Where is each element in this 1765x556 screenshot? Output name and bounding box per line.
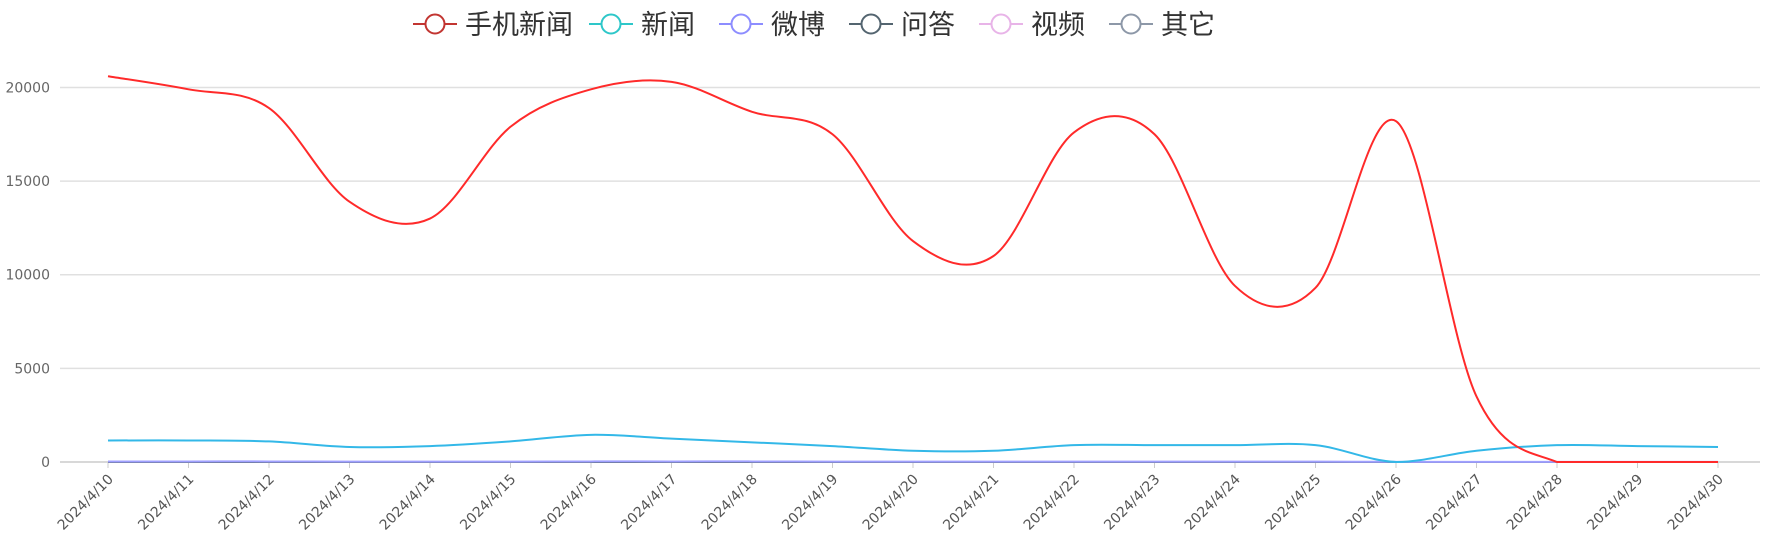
x-tick-label: 2024/4/13 [296,472,358,534]
x-tick-label: 2024/4/10 [55,472,117,534]
x-tick-label: 2024/4/30 [1665,472,1727,534]
legend-marker-icon [600,13,622,35]
series-line [107,75,1718,464]
legend-item[interactable]: 新闻 [589,10,695,41]
series-lines [107,75,1719,464]
legend-label: 其它 [1161,10,1215,41]
x-tick-label: 2024/4/21 [940,472,1002,534]
x-tick-label: 2024/4/24 [1182,471,1244,533]
legend-label: 问答 [901,10,955,41]
legend[interactable]: 手机新闻 新闻 微博 问答 视频 其它 [413,10,1215,41]
legend-label: 视频 [1031,10,1085,41]
x-tick-label: 2024/4/19 [779,472,841,534]
y-tick-label: 20000 [5,80,50,96]
axes: 0 5000 10000 15000 20000 2024/4/10 2024/4/11 20… [5,80,1726,533]
x-tick-label: 2024/4/22 [1021,472,1083,534]
y-tick-label: 0 [41,455,50,471]
series-1 [107,75,1719,464]
x-tick-label: 2024/4/27 [1423,472,1485,534]
legend-marker-icon [860,13,882,35]
x-tick-label: 2024/4/15 [457,472,519,534]
x-tick-label: 2024/4/29 [1584,472,1646,534]
legend-label: 手机新闻 [465,10,573,41]
legend-item[interactable]: 手机新闻 [413,10,573,41]
grid-lines [60,86,1760,463]
x-tick-label: 2024/4/20 [860,472,922,534]
legend-item[interactable]: 视频 [979,10,1085,41]
x-tick-label: 2024/4/14 [377,471,439,533]
series-2 [107,433,1719,463]
y-tick-label: 15000 [5,174,50,190]
x-tick-label: 2024/4/26 [1343,471,1405,533]
series-line [107,433,1719,463]
legend-item[interactable]: 其它 [1109,10,1215,41]
x-tick-label: 2024/4/17 [618,472,680,534]
x-tick-label: 2024/4/16 [538,471,600,533]
x-tick-label: 2024/4/12 [216,472,278,534]
legend-marker-icon [730,13,752,35]
legend-item[interactable]: 微博 [719,10,825,41]
x-tick-label: 2024/4/28 [1504,472,1566,534]
x-tick-label: 2024/4/18 [699,472,761,534]
legend-item[interactable]: 问答 [849,10,955,41]
x-tick-label: 2024/4/11 [135,472,197,534]
legend-label: 新闻 [641,10,695,41]
y-tick-label: 5000 [14,361,50,377]
x-tick-label: 2024/4/23 [1101,472,1163,534]
legend-marker-icon [424,13,446,35]
legend-label: 微博 [771,10,825,41]
legend-marker-icon [990,13,1012,35]
x-tick-label: 2024/4/25 [1262,472,1324,534]
legend-marker-icon [1120,13,1142,35]
y-tick-label: 10000 [5,268,50,284]
